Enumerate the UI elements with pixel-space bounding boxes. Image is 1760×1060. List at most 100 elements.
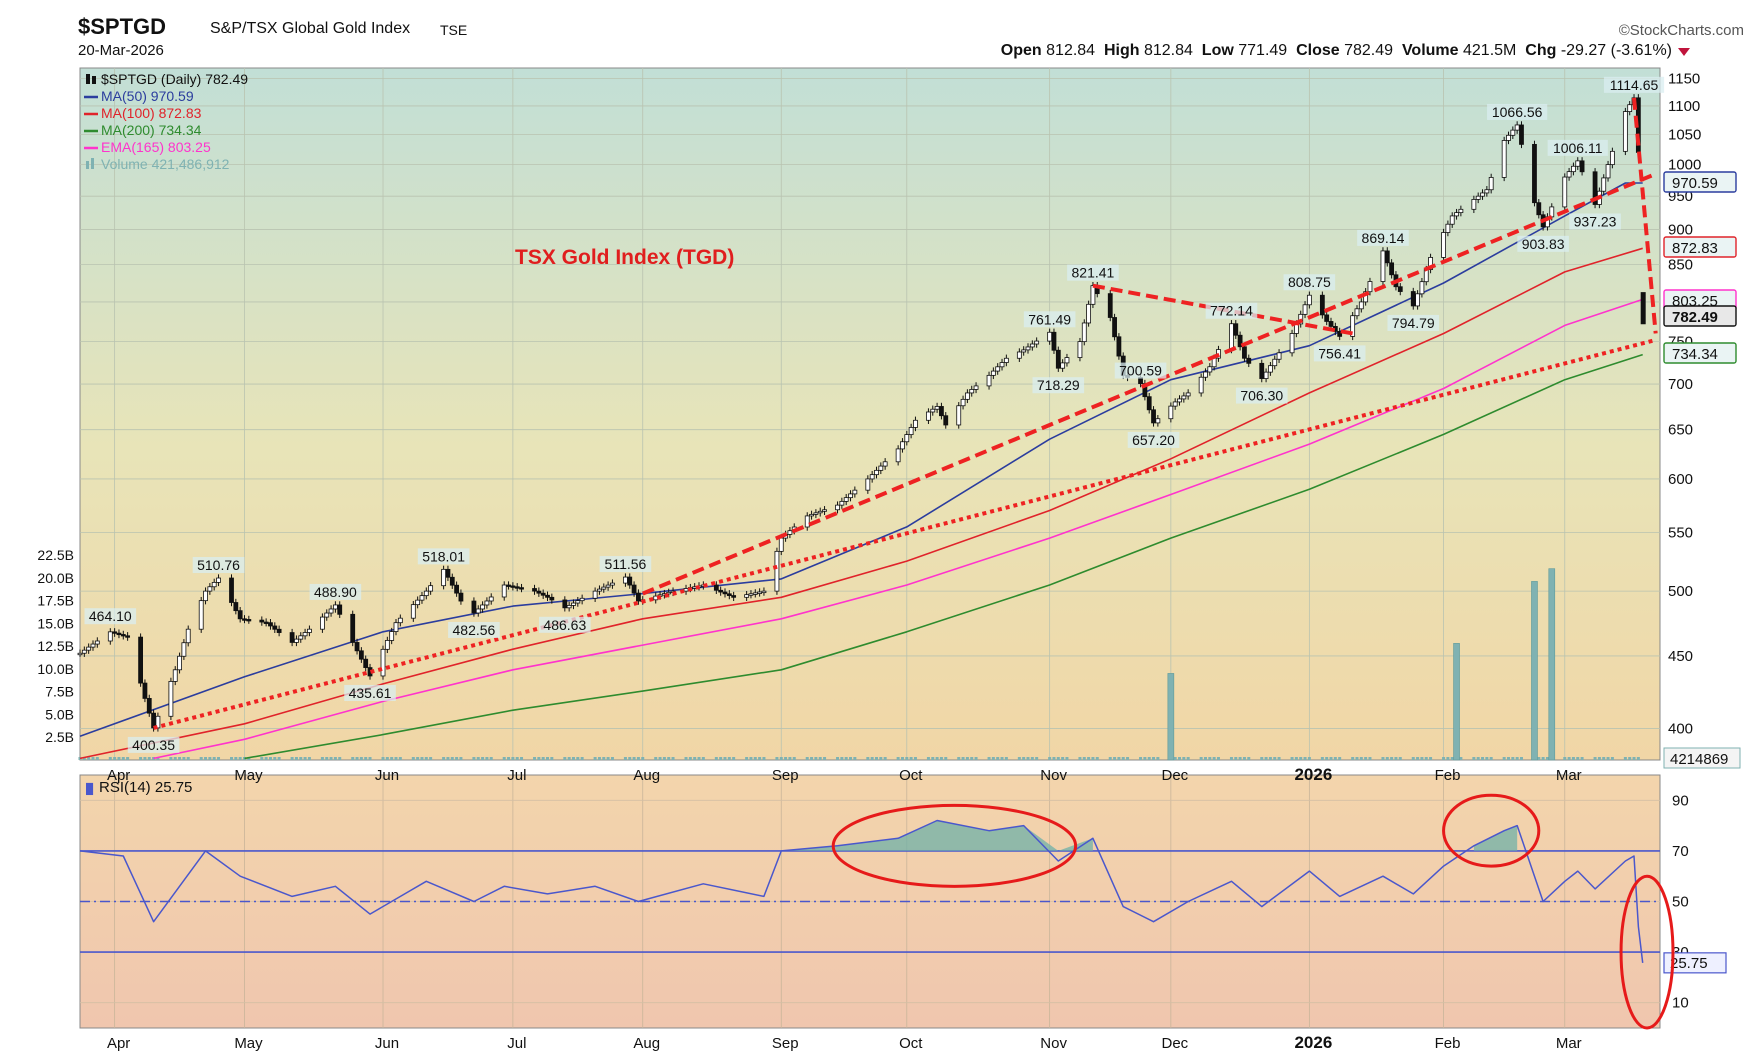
volume-bar <box>333 757 337 760</box>
volume-bar <box>264 757 268 760</box>
price-candle <box>276 628 282 633</box>
right-tag-box <box>1663 171 1737 193</box>
volume-bar <box>481 757 485 760</box>
volume-bar <box>537 757 541 760</box>
volume-bar <box>610 757 614 760</box>
trendline <box>153 338 1657 730</box>
volume-bar <box>442 757 446 760</box>
volume-bar <box>1056 757 1060 760</box>
x-tick-label-rsi: May <box>234 1035 263 1052</box>
x-tick-label: Oct <box>899 767 923 784</box>
rsi-overbought-fill <box>1473 825 1518 851</box>
volume-bar <box>974 757 978 760</box>
right-tag-box <box>1663 236 1737 258</box>
legend-swatch <box>86 161 89 169</box>
annotation-bg <box>1547 139 1608 156</box>
volume-tick-label: 22.5B <box>37 547 74 563</box>
volume-bar <box>576 757 580 760</box>
volume-bar <box>810 757 814 760</box>
brand[interactable]: ©StockCharts.com <box>1618 22 1744 39</box>
volume-bar <box>82 757 86 760</box>
volume-bar <box>641 757 645 760</box>
price-candle <box>155 715 161 729</box>
volume-bar <box>883 757 887 760</box>
volume-bar <box>1453 643 1460 761</box>
x-tick-label-rsi: Dec <box>1162 1035 1189 1052</box>
volume-bar <box>1506 757 1510 760</box>
x-tick-label: Apr <box>107 767 130 784</box>
price-annotation: 821.41 <box>1072 265 1115 281</box>
volume-bar <box>1548 568 1556 761</box>
price-annotation: 518.01 <box>422 548 465 564</box>
volume-bar <box>792 757 796 760</box>
volume-bar <box>394 757 398 760</box>
x-tick-label-rsi: Apr <box>107 1035 130 1052</box>
legend-swatch <box>91 158 94 169</box>
price-candle <box>752 592 758 595</box>
price-tick-label: 1000 <box>1668 157 1701 174</box>
volume-bar <box>307 757 311 760</box>
price-candle <box>1051 331 1057 351</box>
volume-bar <box>381 757 385 760</box>
price-candle <box>713 584 719 591</box>
price-candle <box>389 631 395 641</box>
volume-bar <box>152 757 156 760</box>
volume-bar <box>727 757 731 760</box>
volume-bar <box>1351 757 1355 760</box>
volume-bar <box>913 757 917 760</box>
price-candle <box>1242 346 1247 359</box>
price-candle <box>817 510 823 514</box>
price-candle <box>774 550 780 592</box>
volume-bar <box>628 757 632 760</box>
price-candle <box>454 584 460 594</box>
price-candle <box>1181 395 1187 400</box>
price-tick-label: 700 <box>1668 376 1693 393</box>
x-tick-label-rsi: 2026 <box>1294 1033 1332 1052</box>
volume-bar <box>178 757 182 760</box>
volume-bar <box>1238 757 1242 760</box>
volume-bar <box>1264 757 1268 760</box>
volume-bar <box>1156 757 1160 760</box>
volume-bar <box>1113 757 1117 760</box>
low-label: Low <box>1201 42 1234 59</box>
close-label: Close <box>1296 42 1340 59</box>
volume-bar <box>784 757 788 760</box>
price-annotation: 772.14 <box>1210 303 1253 319</box>
price-candle <box>441 568 447 587</box>
price-candle <box>1415 293 1420 307</box>
volume-tick-label: 2.5B <box>45 729 74 745</box>
volume-bar <box>87 757 91 760</box>
volume-bar <box>1416 757 1420 760</box>
volume-bar <box>139 757 143 760</box>
price-candle <box>623 576 628 584</box>
price-candle <box>900 441 905 450</box>
price-candle <box>384 640 390 650</box>
price-candle <box>566 605 572 609</box>
price-candle <box>1034 340 1040 345</box>
volume-bar <box>658 757 662 760</box>
volume-bar <box>684 757 688 760</box>
volume-bar <box>805 757 809 760</box>
price-candle <box>328 608 334 614</box>
price-annotation: 761.49 <box>1028 311 1071 327</box>
open-value: 812.84 <box>1046 42 1096 59</box>
price-candle <box>1445 223 1451 233</box>
price-candle <box>397 617 403 624</box>
chg-value: -29.27 (-3.61%) <box>1560 42 1672 59</box>
volume-bar <box>268 757 272 760</box>
annotation-bg <box>1569 213 1621 230</box>
price-candle <box>999 362 1005 368</box>
price-candle <box>423 590 429 597</box>
volume-bar <box>931 757 935 760</box>
volume-bar <box>1636 757 1640 760</box>
price-candle <box>263 621 269 624</box>
price-candle <box>514 586 520 589</box>
volume-bar <box>563 757 567 760</box>
volume-bar <box>636 757 640 760</box>
price-candle <box>1514 124 1520 131</box>
volume-bar <box>662 757 666 760</box>
volume-bar <box>723 757 727 760</box>
price-candle <box>324 612 330 618</box>
price-candle <box>146 698 152 714</box>
volume-bar <box>779 757 783 760</box>
